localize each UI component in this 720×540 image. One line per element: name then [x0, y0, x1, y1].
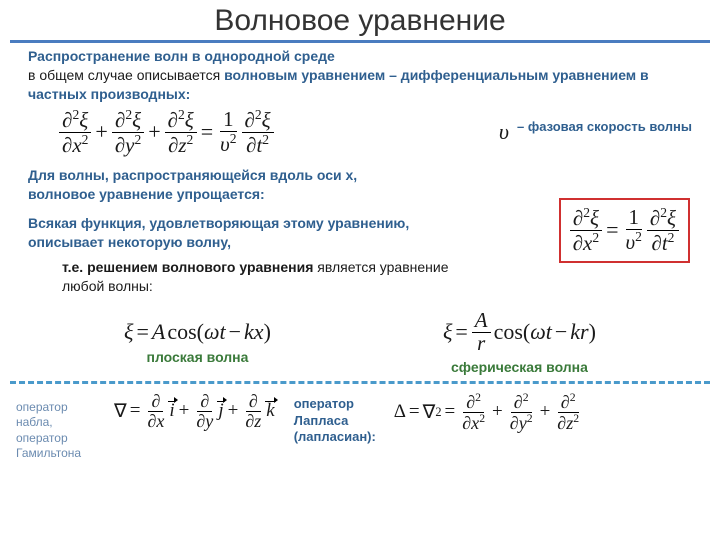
nabla-label: оператор набла, оператор Гамильтона [16, 392, 104, 462]
nabla-equation: ∇=∂∂xi+∂∂yj+∂∂zk [114, 392, 276, 431]
intro-line2a: в общем случае описывается [28, 67, 224, 83]
laplacian-label: оператор Лапласа (лапласиан): [294, 392, 384, 447]
solution-paragraph: Всякая функция, удовлетворяющая этому ур… [28, 214, 428, 252]
wave-equation-full: ∂2ξ∂x2+∂2ξ∂y2+∂2ξ∂z2=1υ2∂2ξ∂t2 [58, 108, 275, 157]
intro-paragraph: Распространение волн в однородной среде … [28, 47, 692, 104]
wave-examples-row: ξ=Acos(ωt−kx) плоская волна ξ=Arcos(ωt−k… [28, 310, 692, 375]
section-divider-dashed [10, 381, 710, 384]
intro-line1: Распространение волн в однородной среде [28, 48, 335, 64]
upsilon-symbol: υ [499, 119, 509, 145]
plane-wave-equation: ξ=Acos(ωt−kx) [124, 319, 271, 345]
phase-velocity-note: υ – фазовая скорость волны [499, 119, 692, 145]
spherical-wave-block: ξ=Arcos(ωt−kr) сферическая волна [443, 310, 596, 375]
plane-wave-label: плоская волна [124, 349, 271, 365]
p4-bold: т.е. решением волнового уравнения [62, 259, 313, 275]
solution-continuation: т.е. решением волнового уравнения являет… [62, 258, 482, 296]
spherical-wave-equation: ξ=Arcos(ωt−kr) [443, 310, 596, 355]
upsilon-text: – фазовая скорость волны [517, 119, 692, 135]
simplification-paragraph: Для волны, распространяющейся вдоль оси … [28, 166, 428, 204]
laplacian-equation: Δ=∇2=∂2∂x2+∂2∂y2+∂2∂z2 [394, 392, 583, 433]
main-equation-row: ∂2ξ∂x2+∂2ξ∂y2+∂2ξ∂z2=1υ2∂2ξ∂t2 υ – фазов… [28, 108, 692, 157]
plane-wave-block: ξ=Acos(ωt−kx) плоская волна [124, 319, 271, 365]
operators-row: оператор набла, оператор Гамильтона ∇=∂∂… [0, 390, 720, 462]
spherical-wave-label: сферическая волна [443, 359, 596, 375]
slide-title: Волновое уравнение [0, 0, 720, 40]
simplified-equation-box: ∂2ξ∂x2=1υ2∂2ξ∂t2 [559, 198, 690, 263]
